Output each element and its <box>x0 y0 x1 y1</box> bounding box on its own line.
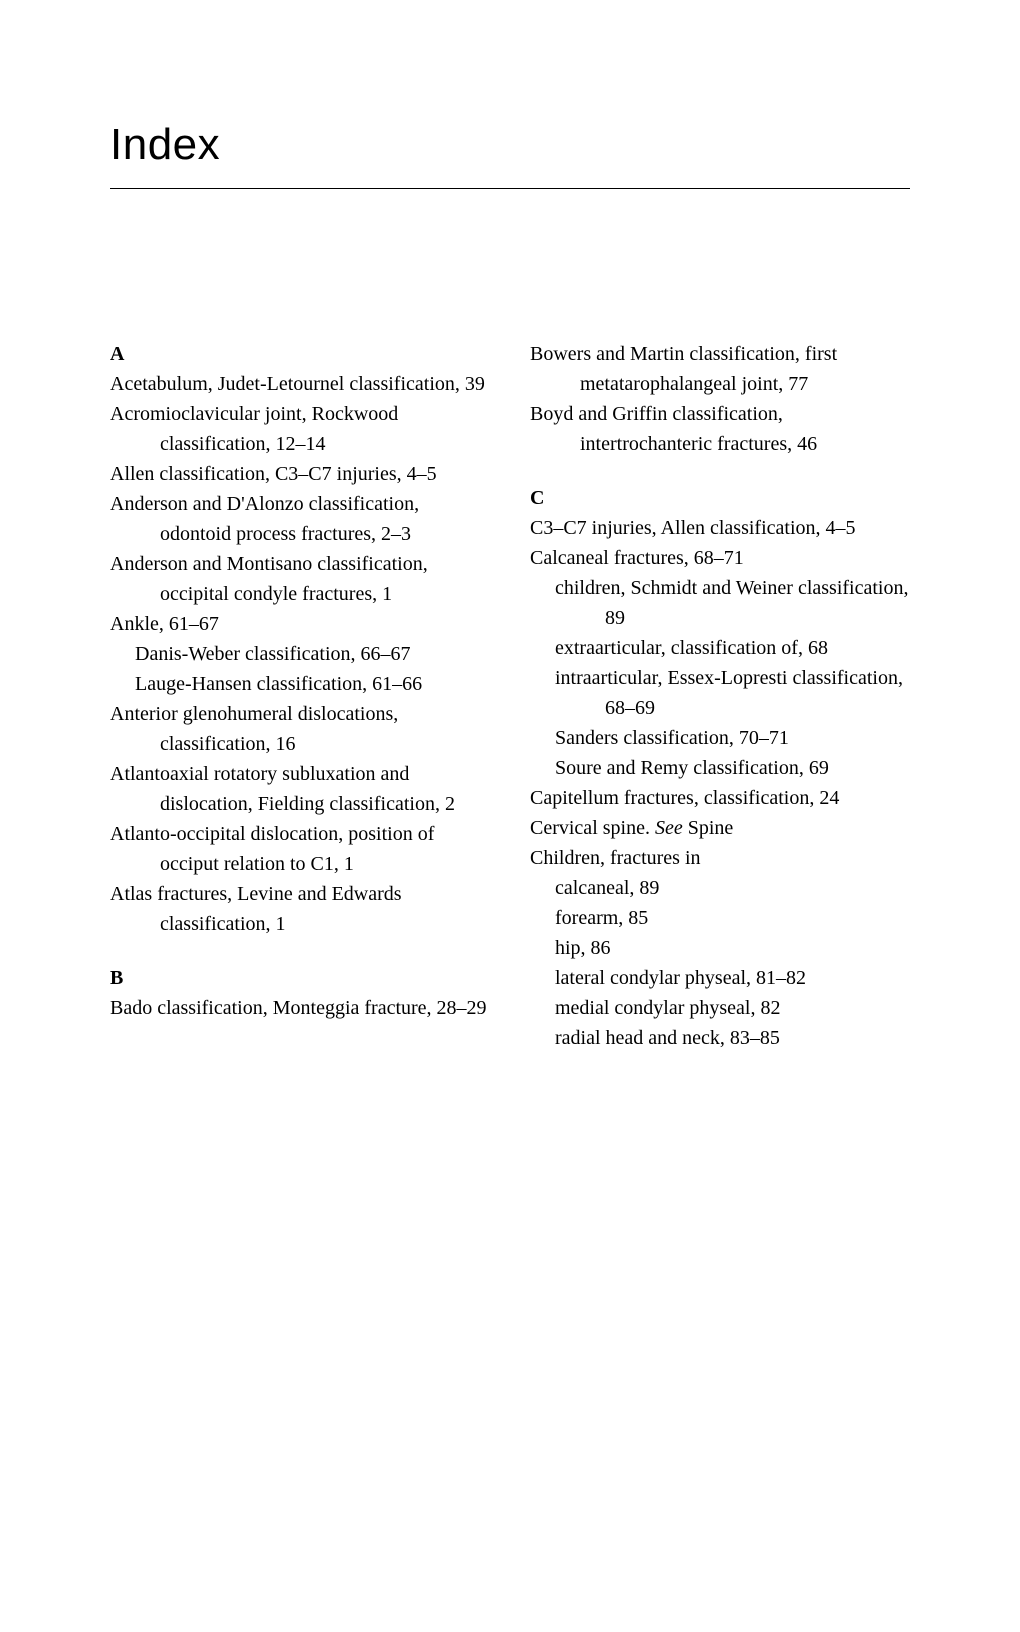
index-subentry: forearm, 85 <box>530 903 910 933</box>
left-column: A Acetabulum, Judet-Letournel classifica… <box>110 339 490 1053</box>
index-entry: Children, fractures in <box>530 843 910 873</box>
page-title: Index <box>110 120 910 170</box>
see-prefix: Cervical spine. <box>530 817 655 839</box>
section-c-heading: C <box>530 483 910 513</box>
index-entry: Calcaneal fractures, 68–71 <box>530 543 910 573</box>
index-entry: Atlantoaxial rotatory subluxation and di… <box>110 759 490 819</box>
see-suffix: Spine <box>683 817 734 839</box>
index-subentry: Soure and Remy classification, 69 <box>530 753 910 783</box>
index-subentry: medial condylar physeal, 82 <box>530 993 910 1023</box>
index-entry: Anderson and D'Alonzo classification, od… <box>110 489 490 549</box>
index-subentry: extraarticular, classification of, 68 <box>530 633 910 663</box>
section-a-heading: A <box>110 339 490 369</box>
index-entry-see: Cervical spine. See Spine <box>530 813 910 843</box>
index-subentry: calcaneal, 89 <box>530 873 910 903</box>
index-entry: Anderson and Montisano classification, o… <box>110 549 490 609</box>
index-entry: Allen classification, C3–C7 injuries, 4–… <box>110 459 490 489</box>
index-subentry: hip, 86 <box>530 933 910 963</box>
index-entry: Atlanto-occipital dislocation, position … <box>110 819 490 879</box>
index-columns: A Acetabulum, Judet-Letournel classifica… <box>110 339 910 1053</box>
index-entry: Ankle, 61–67 <box>110 609 490 639</box>
see-word: See <box>655 817 683 839</box>
index-entry: Capitellum fractures, classification, 24 <box>530 783 910 813</box>
index-subentry: radial head and neck, 83–85 <box>530 1023 910 1053</box>
right-column: Bowers and Martin classification, first … <box>530 339 910 1053</box>
index-entry: Acromioclavicular joint, Rockwood classi… <box>110 399 490 459</box>
index-subentry: intraarticular, Essex-Lopresti classific… <box>530 663 910 723</box>
index-entry: C3–C7 injuries, Allen classification, 4–… <box>530 513 910 543</box>
index-entry: Boyd and Griffin classification, intertr… <box>530 399 910 459</box>
index-subentry: Sanders classification, 70–71 <box>530 723 910 753</box>
index-subentry: children, Schmidt and Weiner classificat… <box>530 573 910 633</box>
index-entry: Acetabulum, Judet-Letournel classificati… <box>110 369 490 399</box>
title-divider <box>110 188 910 189</box>
index-entry: Bado classification, Monteggia fracture,… <box>110 993 490 1023</box>
index-entry: Anterior glenohumeral dislocations, clas… <box>110 699 490 759</box>
index-subentry: Danis-Weber classification, 66–67 <box>110 639 490 669</box>
index-subentry: Lauge-Hansen classification, 61–66 <box>110 669 490 699</box>
index-entry: Bowers and Martin classification, first … <box>530 339 910 399</box>
section-b-heading: B <box>110 963 490 993</box>
index-entry: Atlas fractures, Levine and Edwards clas… <box>110 879 490 939</box>
index-subentry: lateral condylar physeal, 81–82 <box>530 963 910 993</box>
